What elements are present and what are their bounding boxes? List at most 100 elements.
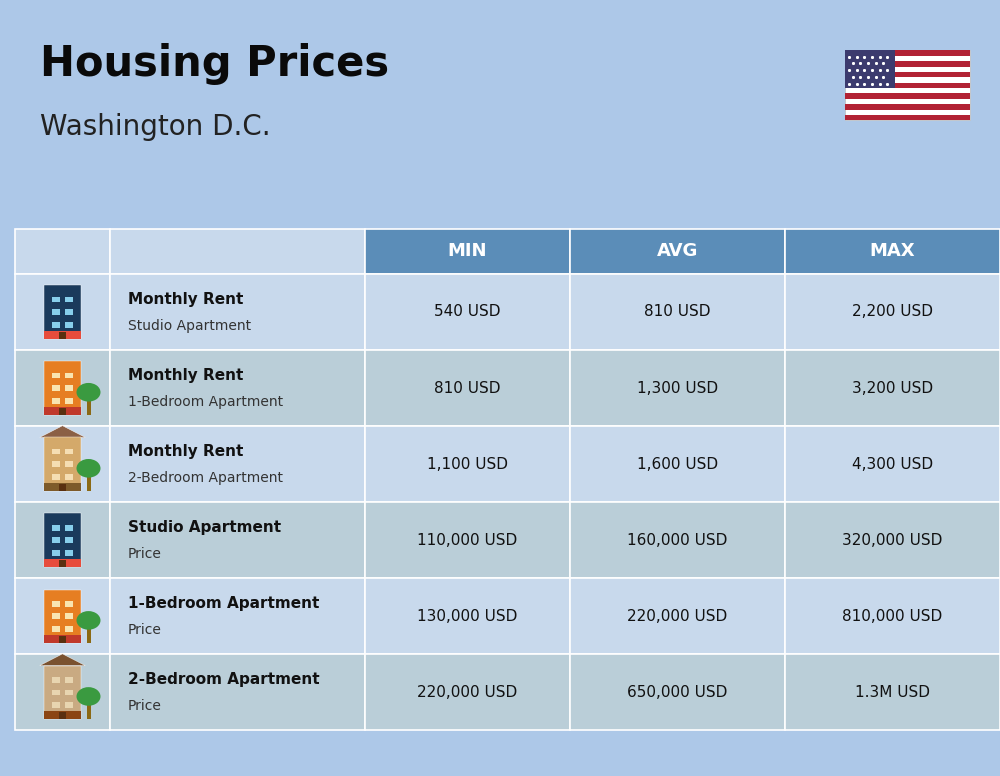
FancyBboxPatch shape — [845, 50, 895, 88]
FancyBboxPatch shape — [845, 72, 970, 78]
Text: 3,200 USD: 3,200 USD — [852, 380, 933, 396]
FancyBboxPatch shape — [15, 502, 110, 578]
FancyBboxPatch shape — [52, 462, 60, 467]
FancyBboxPatch shape — [365, 654, 570, 730]
FancyBboxPatch shape — [87, 476, 91, 490]
FancyBboxPatch shape — [570, 426, 785, 502]
FancyBboxPatch shape — [44, 712, 81, 719]
FancyBboxPatch shape — [52, 474, 60, 480]
FancyBboxPatch shape — [15, 350, 110, 426]
FancyBboxPatch shape — [59, 559, 66, 566]
FancyBboxPatch shape — [785, 350, 1000, 426]
FancyBboxPatch shape — [65, 462, 73, 467]
Text: 650,000 USD: 650,000 USD — [627, 684, 728, 700]
Text: 1,300 USD: 1,300 USD — [637, 380, 718, 396]
Text: AVG: AVG — [657, 242, 698, 261]
FancyBboxPatch shape — [845, 93, 970, 99]
FancyBboxPatch shape — [44, 636, 81, 643]
FancyBboxPatch shape — [44, 559, 81, 566]
Text: Monthly Rent: Monthly Rent — [128, 368, 243, 383]
FancyBboxPatch shape — [59, 712, 66, 719]
FancyBboxPatch shape — [59, 331, 66, 338]
FancyBboxPatch shape — [570, 502, 785, 578]
FancyBboxPatch shape — [65, 386, 73, 391]
FancyBboxPatch shape — [365, 350, 570, 426]
Text: 160,000 USD: 160,000 USD — [627, 532, 728, 548]
FancyBboxPatch shape — [785, 229, 1000, 274]
FancyBboxPatch shape — [59, 636, 66, 643]
FancyBboxPatch shape — [65, 690, 73, 695]
FancyBboxPatch shape — [65, 601, 73, 607]
FancyBboxPatch shape — [44, 362, 81, 414]
Text: Housing Prices: Housing Prices — [40, 43, 389, 85]
FancyBboxPatch shape — [65, 626, 73, 632]
FancyBboxPatch shape — [785, 654, 1000, 730]
FancyBboxPatch shape — [15, 426, 110, 502]
Text: 2,200 USD: 2,200 USD — [852, 304, 933, 320]
FancyBboxPatch shape — [110, 654, 365, 730]
FancyBboxPatch shape — [44, 666, 81, 719]
Polygon shape — [40, 654, 85, 666]
Text: MAX: MAX — [870, 242, 915, 261]
Text: 1,100 USD: 1,100 USD — [427, 456, 508, 472]
FancyBboxPatch shape — [570, 229, 785, 274]
Text: 110,000 USD: 110,000 USD — [417, 532, 518, 548]
FancyBboxPatch shape — [44, 514, 81, 566]
Circle shape — [77, 611, 101, 629]
FancyBboxPatch shape — [65, 550, 73, 556]
FancyBboxPatch shape — [365, 502, 570, 578]
FancyBboxPatch shape — [570, 274, 785, 350]
FancyBboxPatch shape — [365, 229, 570, 274]
FancyBboxPatch shape — [52, 677, 60, 683]
FancyBboxPatch shape — [65, 398, 73, 404]
FancyBboxPatch shape — [110, 578, 365, 654]
FancyBboxPatch shape — [65, 372, 73, 379]
FancyBboxPatch shape — [65, 677, 73, 683]
FancyBboxPatch shape — [110, 426, 365, 502]
Text: 1-Bedroom Apartment: 1-Bedroom Apartment — [128, 596, 319, 611]
FancyBboxPatch shape — [52, 525, 60, 531]
FancyBboxPatch shape — [570, 654, 785, 730]
FancyBboxPatch shape — [52, 614, 60, 619]
Text: 130,000 USD: 130,000 USD — [417, 608, 518, 624]
FancyBboxPatch shape — [845, 115, 970, 120]
FancyBboxPatch shape — [52, 449, 60, 455]
FancyBboxPatch shape — [44, 286, 81, 338]
FancyBboxPatch shape — [15, 654, 110, 730]
FancyBboxPatch shape — [52, 296, 60, 303]
Text: 810 USD: 810 USD — [434, 380, 501, 396]
Text: Price: Price — [128, 699, 162, 713]
FancyBboxPatch shape — [365, 274, 570, 350]
FancyBboxPatch shape — [87, 704, 91, 719]
FancyBboxPatch shape — [845, 50, 970, 56]
FancyBboxPatch shape — [52, 310, 60, 315]
FancyBboxPatch shape — [845, 61, 970, 67]
FancyBboxPatch shape — [785, 578, 1000, 654]
FancyBboxPatch shape — [785, 274, 1000, 350]
FancyBboxPatch shape — [365, 426, 570, 502]
FancyBboxPatch shape — [65, 525, 73, 531]
Circle shape — [77, 459, 101, 477]
FancyBboxPatch shape — [52, 538, 60, 543]
FancyBboxPatch shape — [52, 690, 60, 695]
Text: 2-Bedroom Apartment: 2-Bedroom Apartment — [128, 471, 283, 485]
Text: Studio Apartment: Studio Apartment — [128, 520, 281, 535]
FancyBboxPatch shape — [65, 322, 73, 328]
Text: 810 USD: 810 USD — [644, 304, 711, 320]
FancyBboxPatch shape — [44, 590, 81, 643]
FancyBboxPatch shape — [110, 229, 365, 274]
FancyBboxPatch shape — [65, 538, 73, 543]
FancyBboxPatch shape — [785, 426, 1000, 502]
Text: 1.3M USD: 1.3M USD — [855, 684, 930, 700]
Text: Monthly Rent: Monthly Rent — [128, 292, 243, 307]
FancyBboxPatch shape — [52, 702, 60, 708]
FancyBboxPatch shape — [570, 578, 785, 654]
FancyBboxPatch shape — [87, 628, 91, 643]
FancyBboxPatch shape — [110, 350, 365, 426]
FancyBboxPatch shape — [59, 407, 66, 414]
FancyBboxPatch shape — [15, 578, 110, 654]
FancyBboxPatch shape — [65, 296, 73, 303]
FancyBboxPatch shape — [65, 449, 73, 455]
Circle shape — [77, 687, 101, 705]
Text: 1-Bedroom Apartment: 1-Bedroom Apartment — [128, 395, 283, 409]
